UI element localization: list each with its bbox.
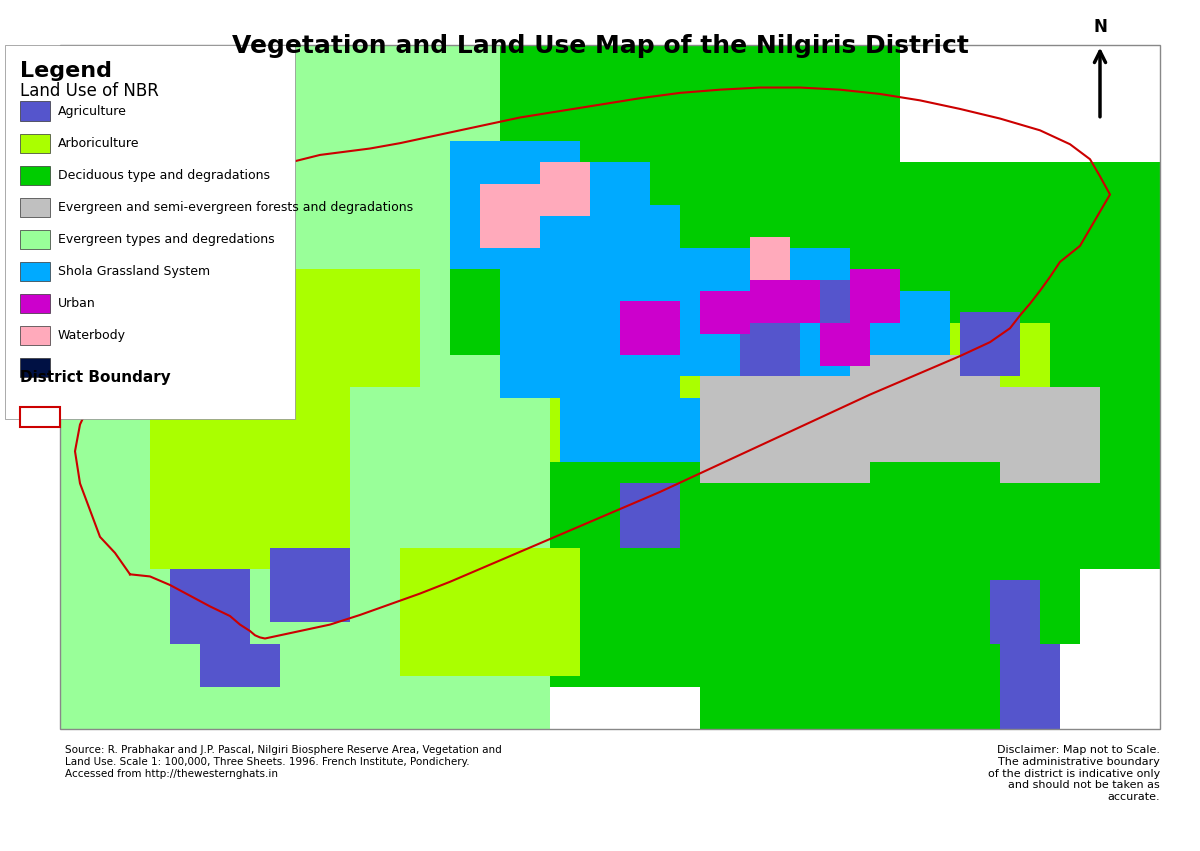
Polygon shape bbox=[700, 376, 870, 483]
Polygon shape bbox=[740, 323, 800, 376]
Bar bbox=[20, 197, 50, 217]
Polygon shape bbox=[580, 163, 650, 248]
Polygon shape bbox=[540, 163, 590, 216]
Polygon shape bbox=[700, 376, 800, 462]
Text: Disclaimer: Map not to Scale.
The administrative boundary
of the district is ind: Disclaimer: Map not to Scale. The admini… bbox=[988, 745, 1160, 802]
Polygon shape bbox=[800, 291, 950, 408]
Polygon shape bbox=[1080, 569, 1160, 644]
Polygon shape bbox=[150, 387, 350, 569]
Text: Legend: Legend bbox=[20, 60, 112, 81]
Polygon shape bbox=[900, 45, 1160, 163]
Bar bbox=[20, 294, 50, 313]
Polygon shape bbox=[480, 184, 540, 248]
Polygon shape bbox=[450, 141, 580, 270]
Polygon shape bbox=[1050, 644, 1160, 729]
Polygon shape bbox=[750, 237, 790, 280]
Text: Evergreen and semi-evergreen forests and degradations: Evergreen and semi-evergreen forests and… bbox=[58, 201, 413, 214]
Polygon shape bbox=[60, 45, 1160, 729]
Polygon shape bbox=[300, 45, 500, 141]
Text: N: N bbox=[1093, 18, 1106, 37]
Bar bbox=[20, 101, 50, 121]
Polygon shape bbox=[500, 205, 680, 397]
Polygon shape bbox=[620, 301, 680, 355]
Polygon shape bbox=[200, 270, 420, 387]
Text: Land Use of NBR: Land Use of NBR bbox=[20, 83, 158, 100]
Polygon shape bbox=[850, 355, 1000, 462]
Text: Waterbody: Waterbody bbox=[58, 329, 126, 342]
Text: Vegetation and Land Use Map of the Nilgiris District: Vegetation and Land Use Map of the Nilgi… bbox=[232, 34, 968, 58]
Bar bbox=[20, 262, 50, 281]
Polygon shape bbox=[500, 248, 700, 408]
Bar bbox=[20, 358, 50, 378]
Text: Arboriculture: Arboriculture bbox=[58, 137, 139, 150]
Polygon shape bbox=[400, 547, 580, 676]
Polygon shape bbox=[170, 569, 250, 644]
Polygon shape bbox=[60, 665, 200, 729]
Polygon shape bbox=[1000, 387, 1100, 483]
Polygon shape bbox=[560, 397, 700, 462]
Bar bbox=[20, 408, 60, 426]
Polygon shape bbox=[680, 248, 850, 376]
Polygon shape bbox=[820, 280, 870, 334]
Polygon shape bbox=[820, 323, 870, 366]
Polygon shape bbox=[700, 291, 750, 334]
Polygon shape bbox=[270, 547, 350, 622]
Text: Urban: Urban bbox=[58, 297, 96, 310]
Polygon shape bbox=[550, 301, 750, 462]
Polygon shape bbox=[200, 644, 280, 687]
Text: District Boundary: District Boundary bbox=[20, 369, 170, 385]
Polygon shape bbox=[500, 687, 700, 729]
Bar bbox=[20, 166, 50, 185]
Polygon shape bbox=[60, 141, 450, 355]
Polygon shape bbox=[1000, 644, 1060, 729]
Text: Source: R. Prabhakar and J.P. Pascal, Nilgiri Biosphere Reserve Area, Vegetation: Source: R. Prabhakar and J.P. Pascal, Ni… bbox=[65, 745, 502, 779]
Polygon shape bbox=[60, 355, 550, 729]
Polygon shape bbox=[990, 580, 1040, 644]
Polygon shape bbox=[960, 312, 1020, 376]
Bar bbox=[5, 45, 295, 420]
Polygon shape bbox=[750, 280, 820, 323]
Polygon shape bbox=[620, 483, 680, 547]
Text: Agriculture: Agriculture bbox=[58, 105, 127, 117]
Polygon shape bbox=[750, 270, 900, 408]
Text: Evergreen types and degredations: Evergreen types and degredations bbox=[58, 233, 275, 246]
Polygon shape bbox=[60, 45, 300, 141]
Bar bbox=[20, 326, 50, 346]
Text: Shola Grassland System: Shola Grassland System bbox=[58, 265, 210, 278]
Polygon shape bbox=[850, 270, 900, 323]
Polygon shape bbox=[900, 323, 1050, 462]
Text: Deciduous type and degradations: Deciduous type and degradations bbox=[58, 168, 270, 182]
Bar bbox=[20, 230, 50, 249]
Bar bbox=[20, 134, 50, 153]
